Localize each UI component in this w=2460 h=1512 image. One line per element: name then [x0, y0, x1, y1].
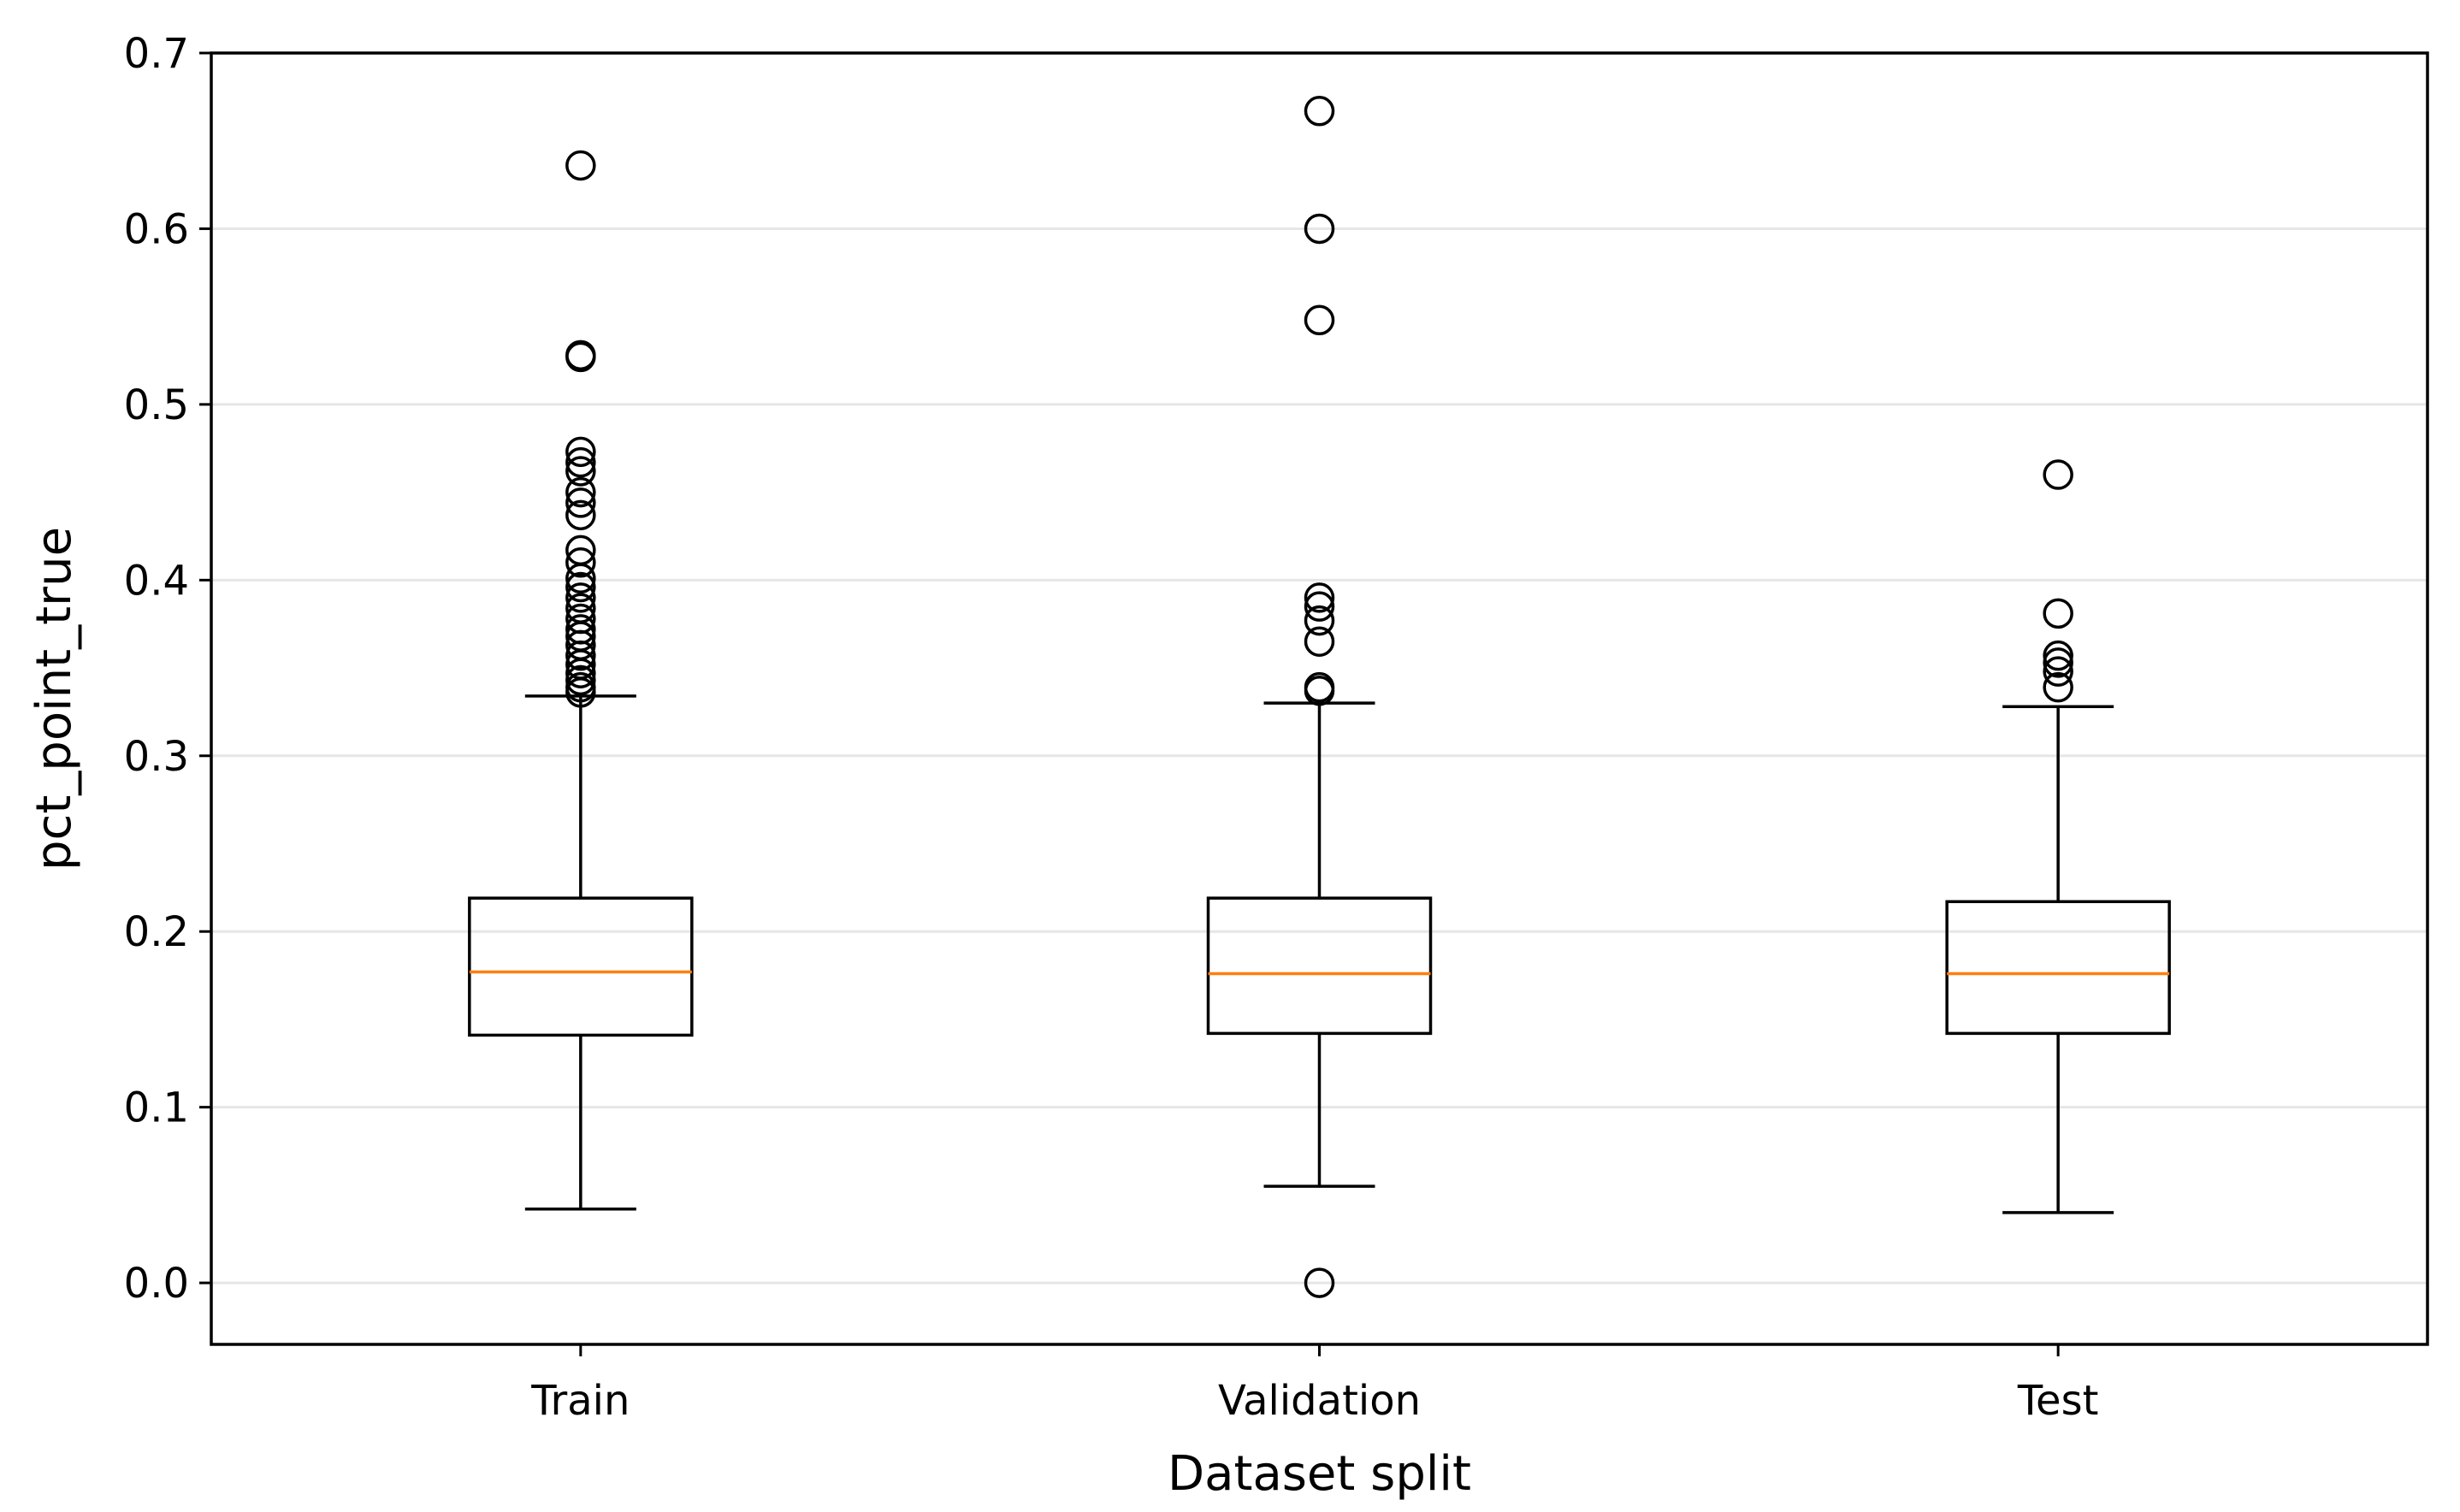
- outlier-point: [2043, 459, 2073, 490]
- y-tick-label: 0.0: [124, 1260, 189, 1308]
- x-tick-label: Train: [530, 1377, 630, 1425]
- outlier-point: [565, 446, 596, 478]
- y-axis-ticks: 0.0 0.1 0.2 0.3 0.4 0.5 0.6 0.7: [124, 30, 211, 1308]
- x-axis-ticks: Train Validation Test: [530, 1344, 2098, 1425]
- outlier-point: [1304, 582, 1335, 613]
- x-tick-label: Validation: [1218, 1377, 1421, 1425]
- outlier-point: [1304, 591, 1335, 622]
- x-tick-label: Test: [2017, 1377, 2099, 1425]
- box-validation: [1206, 96, 1433, 1298]
- x-axis-label: Dataset split: [1168, 1446, 1471, 1502]
- outlier-point: [565, 640, 596, 671]
- iqr-box: [1206, 896, 1433, 1036]
- outlier-point: [1304, 304, 1335, 336]
- outlier-point: [565, 547, 596, 578]
- y-tick-label: 0.6: [124, 205, 189, 253]
- outlier-point: [1304, 676, 1335, 706]
- outlier-point: [2043, 656, 2073, 687]
- outlier-point: [565, 476, 596, 508]
- y-axis-label: pct_point_true: [27, 527, 82, 871]
- outlier-point: [565, 563, 596, 594]
- outlier-point: [2043, 640, 2073, 671]
- outlier-point: [565, 499, 596, 531]
- y-tick-label: 0.2: [124, 908, 189, 956]
- outlier-point: [565, 341, 596, 373]
- outlier-point: [565, 571, 596, 603]
- iqr-box: [1945, 900, 2171, 1036]
- outlier-point: [565, 664, 596, 696]
- outlier-point: [565, 150, 596, 181]
- outlier-point: [1304, 213, 1335, 245]
- outlier-point: [565, 658, 596, 688]
- y-tick-label: 0.5: [124, 381, 189, 429]
- outlier-point: [1304, 96, 1335, 127]
- outlier-point: [565, 677, 596, 708]
- outlier-point: [565, 487, 596, 518]
- y-tick-label: 0.3: [124, 733, 189, 781]
- outlier-point: [1304, 1267, 1335, 1298]
- box-train: [468, 150, 694, 1211]
- iqr-box: [468, 896, 694, 1037]
- outlier-point: [2043, 598, 2073, 629]
- outlier-point: [2043, 647, 2073, 678]
- box-series: [468, 96, 2171, 1298]
- outlier-point: [1304, 605, 1335, 636]
- y-tick-label: 0.7: [124, 30, 189, 78]
- y-tick-label: 0.4: [124, 557, 189, 605]
- y-tick-label: 0.1: [124, 1084, 189, 1132]
- outlier-point: [2043, 671, 2073, 703]
- box-test: [1945, 459, 2171, 1214]
- outlier-point: [565, 456, 596, 487]
- outlier-point: [565, 582, 596, 613]
- outlier-point: [1304, 626, 1335, 657]
- outlier-point: [565, 436, 596, 468]
